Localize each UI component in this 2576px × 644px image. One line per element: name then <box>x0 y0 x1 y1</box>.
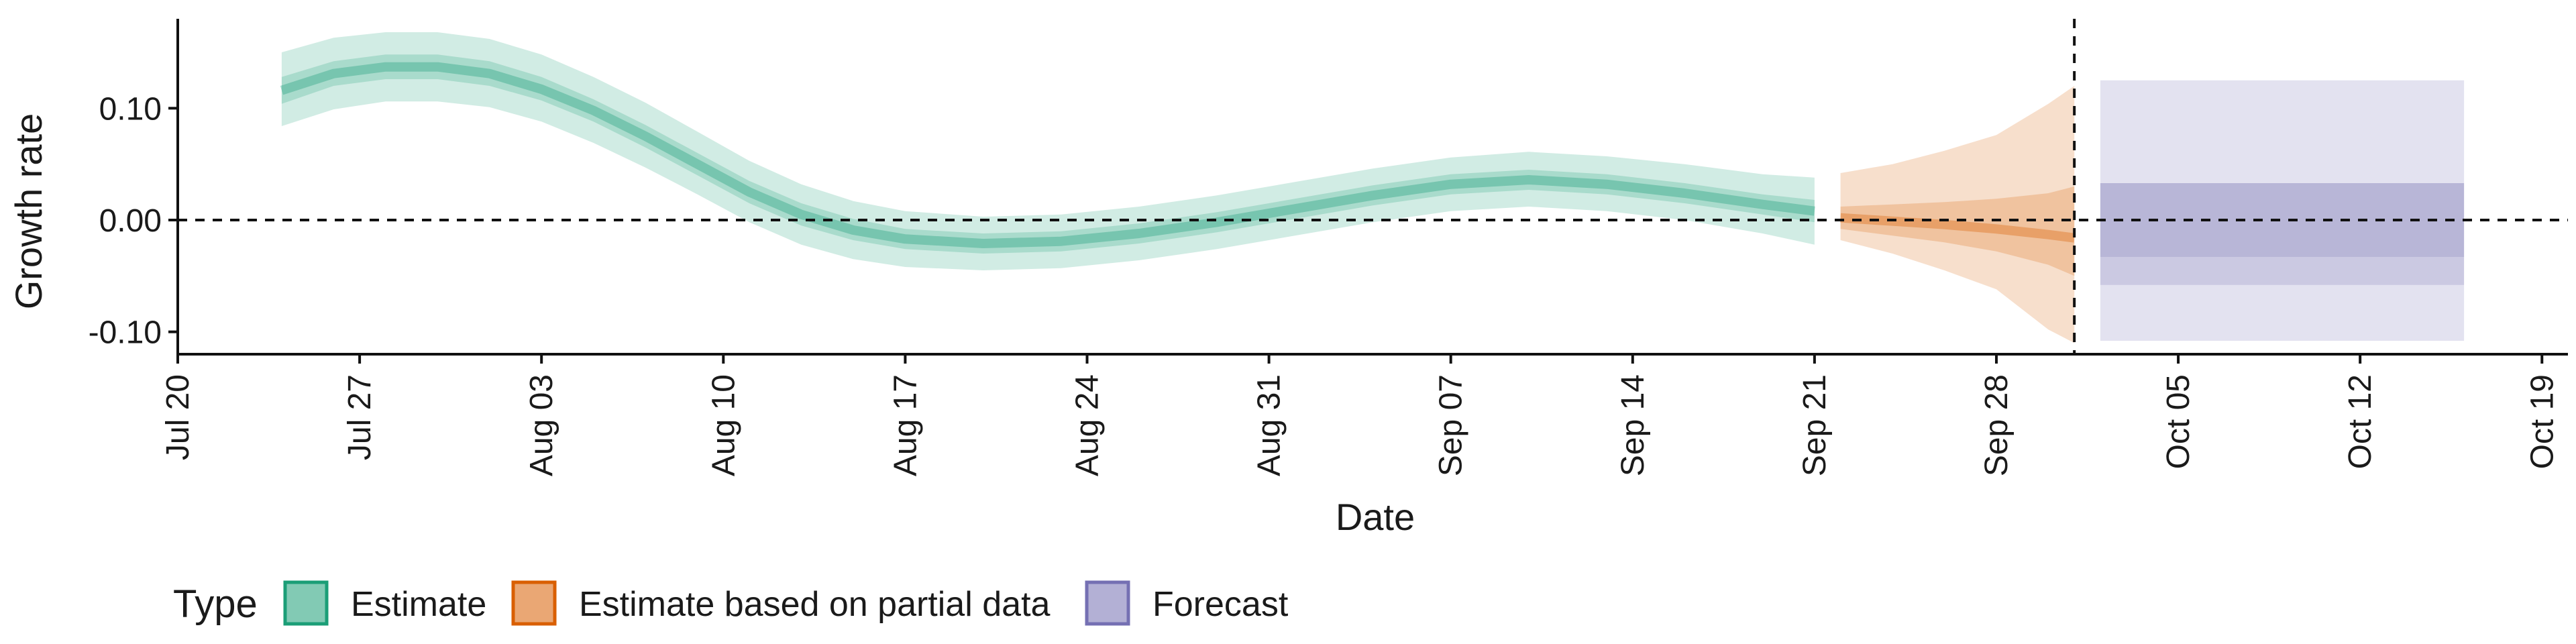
series-estimate-based-on-partial-data <box>1840 86 2076 343</box>
median-line <box>280 62 1815 248</box>
legend-item-estimate: Estimate <box>283 580 486 626</box>
band-90 <box>1840 86 2075 343</box>
legend-item-forecast: Forecast <box>1085 580 1289 626</box>
x-tick-label: Oct 19 <box>2524 374 2560 469</box>
x-tick-label: Aug 10 <box>706 374 741 476</box>
x-tick-label: Aug 31 <box>1252 374 1287 476</box>
legend-label: Estimate <box>351 585 486 624</box>
legend-swatch <box>283 580 329 626</box>
y-axis-title: Growth rate <box>7 113 50 310</box>
x-tick-label: Aug 24 <box>1069 374 1105 476</box>
x-tick-label: Sep 14 <box>1615 374 1651 476</box>
x-tick-label: Sep 07 <box>1434 374 1469 476</box>
plot-area <box>178 19 2568 354</box>
band-50 <box>2100 183 2465 285</box>
legend-item-estimate-based-on-partial-data: Estimate based on partial data <box>511 580 1051 626</box>
band-20 <box>2100 183 2465 257</box>
x-tick-label: Aug 17 <box>888 374 923 476</box>
legend-title: Type <box>173 582 258 626</box>
legend-label: Forecast <box>1152 585 1289 624</box>
series-estimate <box>280 32 1815 270</box>
y-tick-label: -0.10 <box>89 315 162 351</box>
axes: -0.10 0.00 0.10 Jul 20 Jul 27 Aug 03 Aug 10 Aug… <box>89 19 2568 476</box>
x-tick-label: Oct 12 <box>2343 374 2378 469</box>
band-90 <box>281 32 1815 270</box>
x-tick-label: Sep 21 <box>1797 374 1833 476</box>
series-forecast <box>2100 80 2465 341</box>
x-axis-title: Date <box>1336 496 1415 538</box>
x-tick-label: Aug 03 <box>524 374 559 476</box>
legend-label: Estimate based on partial data <box>579 585 1051 624</box>
band-50 <box>1840 186 2075 276</box>
band-90 <box>2100 80 2465 341</box>
legend: Type Estimate Estimate based on partial d… <box>173 580 1289 626</box>
legend-swatch <box>1085 580 1130 626</box>
x-tick-label: Jul 20 <box>160 374 196 460</box>
x-tick-label: Oct 05 <box>2161 374 2196 469</box>
band-50 <box>281 54 1815 254</box>
x-tick-label: Jul 27 <box>342 374 378 460</box>
y-tick-label: 0.10 <box>99 91 162 127</box>
y-tick-label: 0.00 <box>99 203 162 239</box>
median-line <box>1840 213 2076 243</box>
x-tick-label: Sep 28 <box>1979 374 2015 476</box>
legend-swatch <box>511 580 557 626</box>
legend-items: Estimate Estimate based on partial data Fo… <box>283 580 1289 626</box>
